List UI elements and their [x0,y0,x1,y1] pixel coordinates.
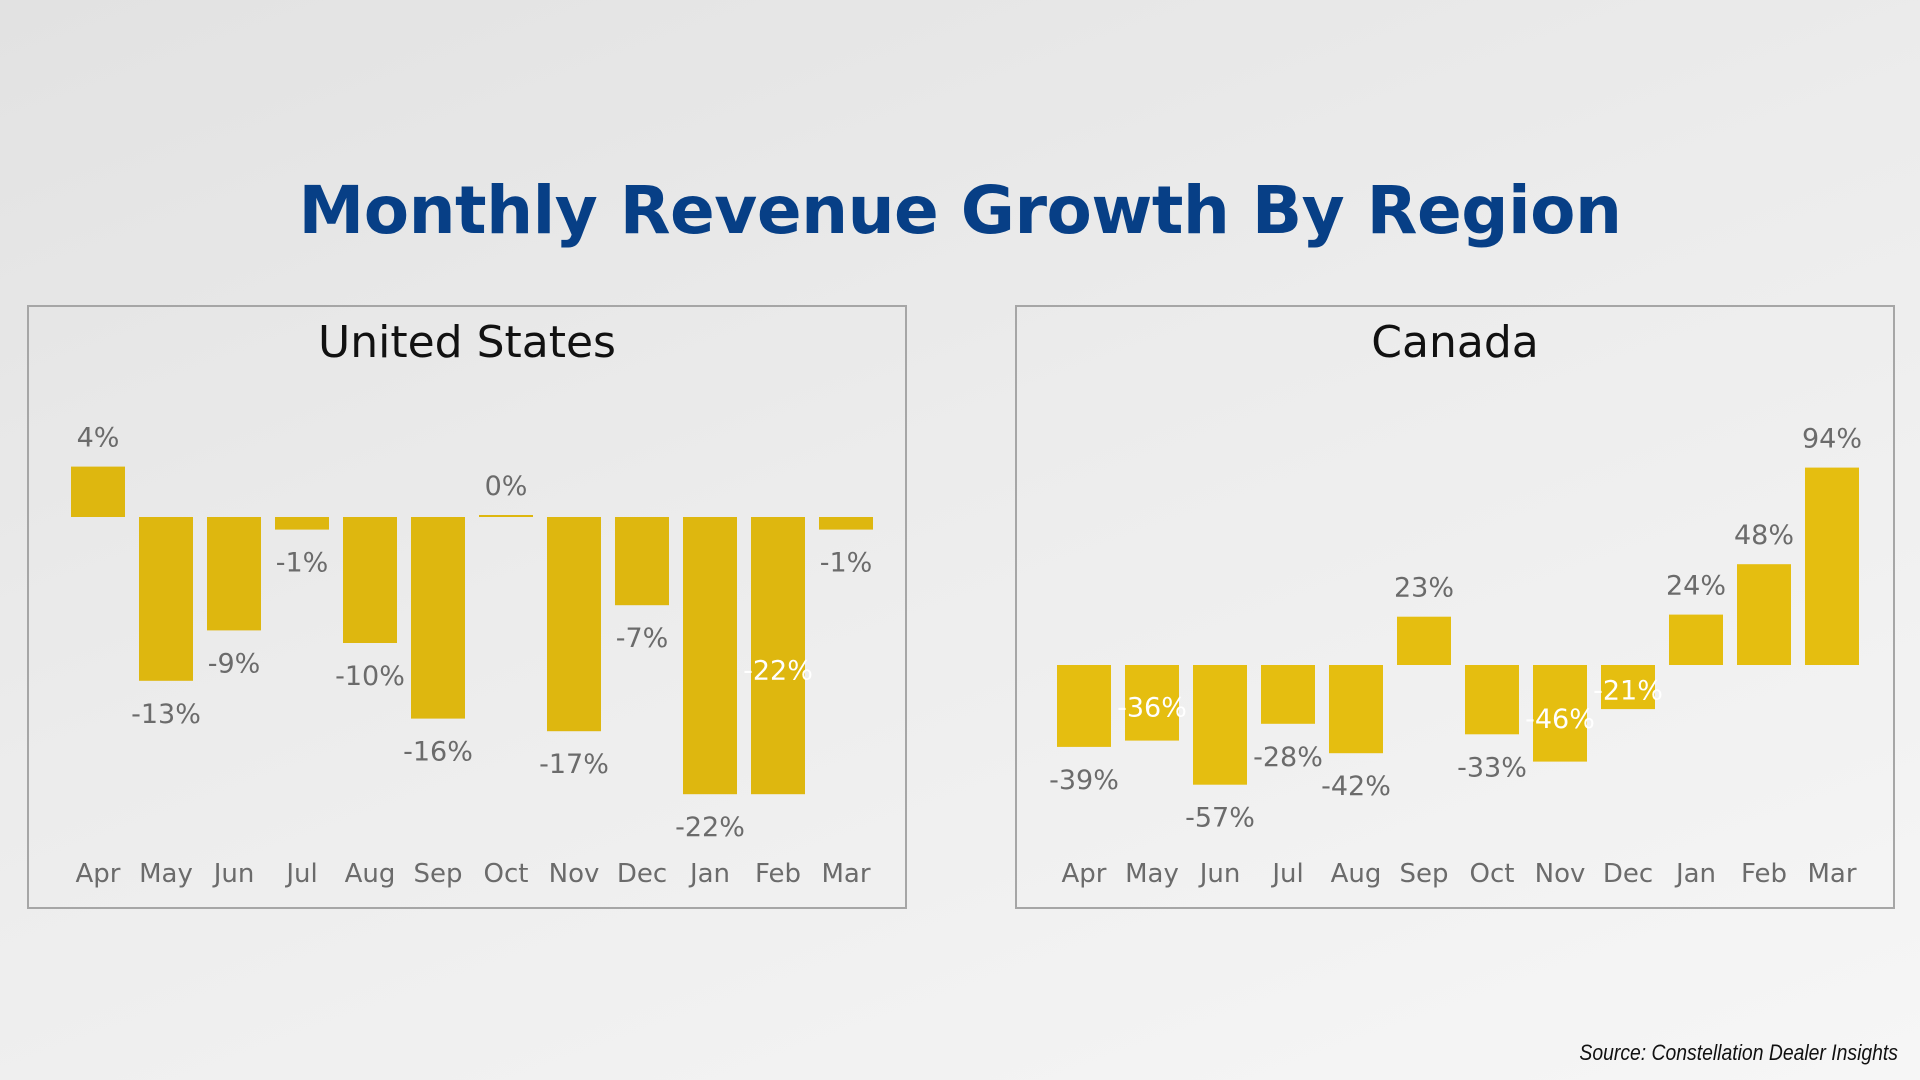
data-label-oct: 0% [485,471,528,502]
bar-jun [1193,665,1247,785]
data-label-jan: -22% [675,812,745,843]
data-label-may: -13% [131,699,201,730]
bar-feb [1737,564,1791,665]
data-label-jul: -28% [1253,742,1323,773]
data-label-sep: -16% [403,737,473,768]
x-tick-label-feb: Feb [755,859,801,889]
data-label-dec: -21% [1593,675,1663,706]
data-label-nov: -46% [1525,704,1595,735]
x-tick-label-dec: Dec [617,859,667,889]
data-label-apr: 4% [77,423,120,454]
bar-may [1125,665,1179,741]
x-tick-label-may: May [139,859,193,889]
data-label-jan: 24% [1666,571,1726,602]
bar-nov [547,517,601,732]
data-label-jun: -57% [1185,803,1255,834]
data-label-aug: -10% [335,661,405,692]
bar-dec [1601,665,1655,710]
bar-feb [751,517,805,795]
chart-united-states: 4% Apr -13% May -9% Jun -1% Jul -10% Aug -16% Sep 0%… [71,423,873,889]
data-label-may: -36% [1117,693,1187,724]
bar-jul [1261,665,1315,724]
x-tick-label-feb: Feb [1741,859,1787,889]
bar-jun [207,517,261,631]
chart-canada: -39% Apr -36% May-57% Jun -28% Jul -42% Aug 23% Se… [1049,424,1862,889]
bar-dec [615,517,669,606]
x-tick-label-may: May [1125,859,1179,889]
x-tick-label-jan: Jan [1674,859,1716,889]
bar-sep [411,517,465,719]
data-label-mar: -1% [820,548,873,579]
chart-title-canada: Canada [1371,317,1539,368]
data-label-feb: 48% [1734,520,1794,551]
data-label-oct: -33% [1457,752,1527,783]
x-tick-label-apr: Apr [76,859,121,889]
x-tick-label-aug: Aug [1331,859,1382,889]
x-tick-label-oct: Oct [1470,859,1515,889]
x-tick-label-oct: Oct [484,859,529,889]
data-label-mar: 94% [1802,424,1862,455]
x-tick-label-nov: Nov [549,859,600,889]
bar-jul [275,517,329,530]
data-label-dec: -7% [616,623,669,654]
bar-jan [683,517,737,795]
bar-oct [1465,665,1519,735]
bar-oct [479,515,533,517]
page-title: Monthly Revenue Growth By Region [298,172,1622,249]
x-tick-label-apr: Apr [1062,859,1107,889]
bar-apr [71,466,125,517]
bar-nov [1533,665,1587,762]
x-tick-label-nov: Nov [1535,859,1586,889]
bar-aug [343,517,397,643]
x-tick-label-sep: Sep [413,859,462,889]
x-tick-label-mar: Mar [1807,859,1856,889]
bar-jan [1669,614,1723,665]
x-tick-label-jun: Jun [1198,859,1241,889]
bar-apr [1057,665,1111,747]
x-tick-label-aug: Aug [345,859,396,889]
data-label-feb: -22% [743,655,813,686]
data-label-aug: -42% [1321,771,1391,802]
source-note: Source: Constellation Dealer Insights [1579,1040,1898,1065]
data-label-jul: -1% [276,548,329,579]
data-label-jun: -9% [208,648,261,679]
x-tick-label-sep: Sep [1399,859,1448,889]
data-label-apr: -39% [1049,765,1119,796]
data-label-sep: 23% [1394,573,1454,604]
chart-panel-canada: Canada -39% Apr -36% May -57% Jun -28% Jul -42% A… [1015,305,1895,909]
bar-sep [1397,616,1451,665]
x-tick-label-jun: Jun [212,859,255,889]
data-label-nov: -17% [539,749,609,780]
bar-mar [819,517,873,530]
x-tick-label-jul: Jul [284,859,317,889]
chart-panel-united-states: United States 4% Apr -13% May -9% Jun -1% Jul -1… [27,305,907,909]
x-tick-label-jul: Jul [1270,859,1303,889]
x-tick-label-dec: Dec [1603,859,1653,889]
chart-title-united-states: United States [318,317,616,368]
bar-mar [1805,467,1859,665]
x-tick-label-mar: Mar [821,859,870,889]
bar-aug [1329,665,1383,754]
bar-may [139,517,193,681]
x-tick-label-jan: Jan [688,859,730,889]
